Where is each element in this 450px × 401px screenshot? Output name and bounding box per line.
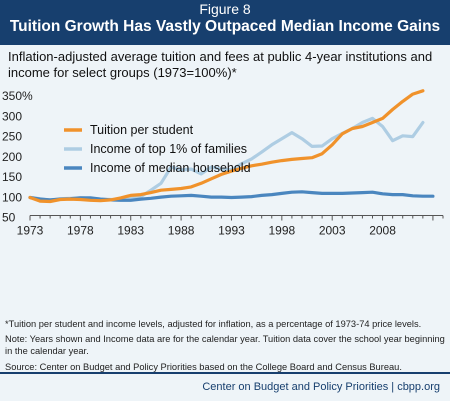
legend-label: Income of top 1% of families [90,142,247,156]
x-tick-label: 1998 [268,224,295,238]
series-lines [28,89,435,204]
x-tick-label: 1983 [117,224,144,238]
top1-income-line [28,116,425,202]
legend: Tuition per student Income of top 1% of f… [64,123,251,175]
y-tick-label: 200 [2,150,22,164]
x-tick-label: 1978 [67,224,94,238]
x-tick-label: 2003 [319,224,346,238]
figure-label: Figure 8 [199,1,251,17]
y-tick-label: 100 [2,190,22,204]
x-axis [29,215,444,221]
chart-title: Tuition Growth Has Vastly Outpaced Media… [9,18,441,35]
source: Source: Center on Budget and Policy Prio… [5,361,402,372]
note: Note: Years shown and Income data are fo… [5,334,445,357]
notes: *Tuition per student and income levels, … [5,318,445,376]
x-tick-label: 1973 [17,224,44,238]
footer-credit: Center on Budget and Policy Priorities |… [202,381,440,393]
legend-label: Tuition per student [90,123,194,137]
footer-rule [0,372,450,374]
chart-subtitle: Inflation-adjusted average tuition and f… [8,49,433,80]
x-axis-ticks: 1973 1978 1983 1988 1993 1998 2003 2008 [17,224,397,238]
footnote: *Tuition per student and income levels, … [5,319,422,329]
header-band: Figure 8 Tuition Growth Has Vastly Outpa… [0,0,450,45]
x-tick-label: 1988 [168,224,195,238]
legend-label: Income of median household [90,161,251,175]
y-tick-label: 150 [2,170,22,184]
y-axis-ticks: 50 100 150 200 250 300 350% [2,89,33,225]
y-tick-label: 350% [2,89,33,103]
x-tick-label: 2008 [369,224,396,238]
x-tick-label: 1993 [218,224,245,238]
y-tick-label: 300 [2,109,22,123]
median-income-line [28,190,435,202]
y-tick-label: 50 [2,211,16,225]
tuition-line [28,89,425,204]
y-tick-label: 250 [2,130,22,144]
